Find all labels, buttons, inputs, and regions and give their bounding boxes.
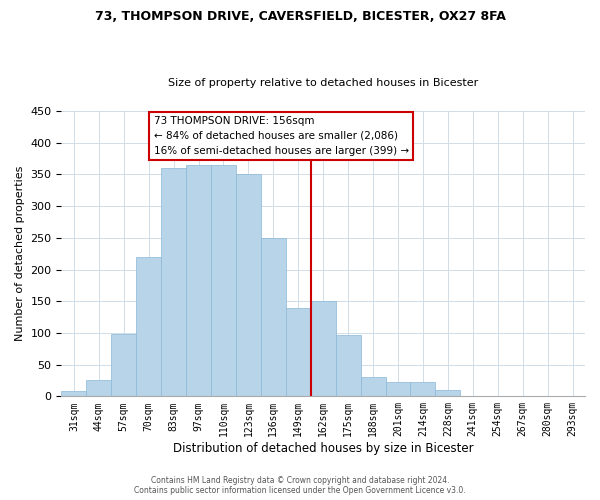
Text: Contains HM Land Registry data © Crown copyright and database right 2024.
Contai: Contains HM Land Registry data © Crown c… — [134, 476, 466, 495]
Bar — [261, 238, 286, 396]
Bar — [311, 301, 335, 396]
Bar — [436, 390, 460, 396]
Bar — [386, 382, 410, 396]
Bar — [111, 334, 136, 396]
Bar — [136, 257, 161, 396]
Bar — [236, 174, 261, 396]
Bar — [361, 378, 386, 396]
Bar — [86, 380, 111, 396]
Bar — [61, 392, 86, 396]
Text: 73 THOMPSON DRIVE: 156sqm
← 84% of detached houses are smaller (2,086)
16% of se: 73 THOMPSON DRIVE: 156sqm ← 84% of detac… — [154, 116, 409, 156]
Y-axis label: Number of detached properties: Number of detached properties — [15, 166, 25, 342]
X-axis label: Distribution of detached houses by size in Bicester: Distribution of detached houses by size … — [173, 442, 473, 455]
Bar — [335, 335, 361, 396]
Title: Size of property relative to detached houses in Bicester: Size of property relative to detached ho… — [168, 78, 478, 88]
Bar — [211, 165, 236, 396]
Bar — [186, 165, 211, 396]
Bar — [410, 382, 436, 396]
Bar — [286, 308, 311, 396]
Text: 73, THOMPSON DRIVE, CAVERSFIELD, BICESTER, OX27 8FA: 73, THOMPSON DRIVE, CAVERSFIELD, BICESTE… — [95, 10, 505, 23]
Bar — [161, 168, 186, 396]
